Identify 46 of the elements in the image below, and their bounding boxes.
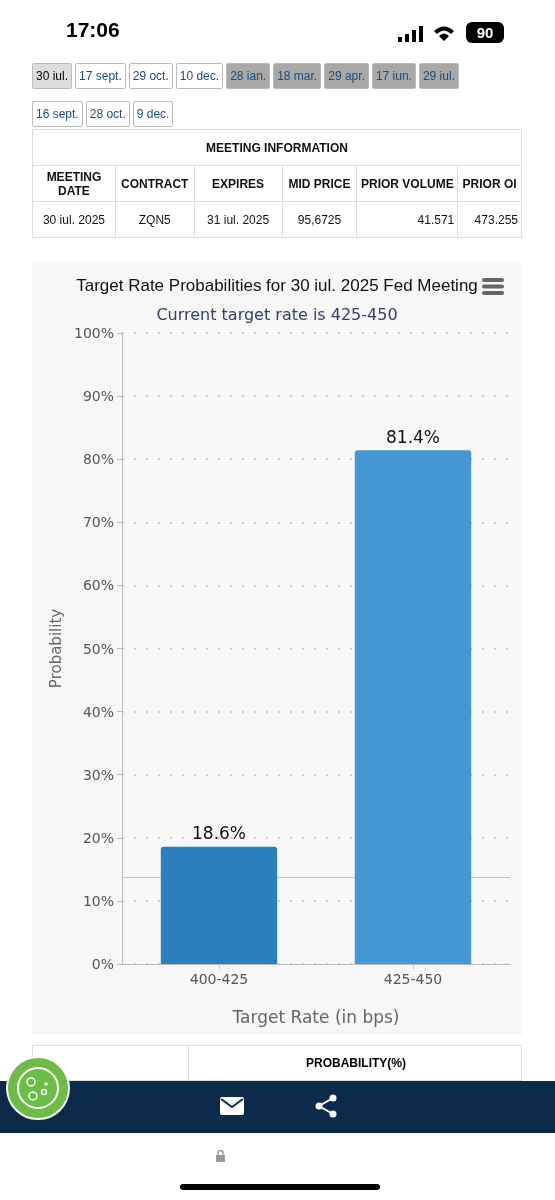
text: 10 dec. [175,63,224,89]
y-tick-label: 20% [82,829,114,846]
text: 30 iul. 2025 [32,201,116,238]
text: 28 oct. [85,101,130,127]
x-tick-label: 425-450 [383,971,443,987]
y-tick-label: 0% [91,956,114,972]
chart-subtitle: Current target rate is 425-450 [156,304,398,324]
text: 95,6725 [282,201,357,238]
text: 29 apr. [324,63,369,89]
y-tick-label: 40% [82,703,114,720]
text: 17 sept. [75,63,126,89]
y-tick-label: 80% [82,451,114,468]
text: ZQN5 [115,201,195,238]
text: 16 sept. [32,101,83,127]
text: 18 mar. [273,63,322,89]
y-tick-label: 90% [82,388,114,405]
text: 31 iul. 2025 [194,201,283,238]
y-axis-title: Probability [46,608,65,689]
text: PROBABILITY(%) [188,1045,523,1081]
data-label: 81.4% [385,426,441,447]
text: MID PRICE [282,165,357,202]
x-axis-title: Target Rate (in bps) [231,1006,400,1027]
y-tick-label: 10% [82,892,114,909]
text: 41.571 [356,201,458,238]
text: 17:06 [66,18,120,42]
text: EXPIRES [194,165,283,202]
text: 29 iul. [418,63,459,89]
y-tick-label: 50% [82,640,114,657]
y-tick-label: 60% [82,577,114,594]
text: 473.255 [457,201,522,238]
text: 28 ian. [226,63,271,89]
text: 9 dec. [132,101,174,127]
text: PRIOR OI [457,165,522,202]
text: MEETING INFORMATION [32,129,522,166]
x-tick-label: 400-425 [189,971,249,987]
text: MEETING DATE [32,165,116,202]
chart-title: Target Rate Probabilities for 30 iul. 2025 Fed Meeting [76,276,478,295]
text: 17 iun. [371,63,416,89]
text: CONTRACT [115,165,195,202]
y-tick-label: 70% [82,514,114,531]
text: 30 iul. [32,63,73,89]
text: PRIOR VOLUME [356,165,458,202]
y-tick-label: 30% [82,766,114,783]
data-label: 18.6% [191,823,247,844]
y-tick-label: 100% [73,325,114,341]
text: 29 oct. [128,63,173,89]
